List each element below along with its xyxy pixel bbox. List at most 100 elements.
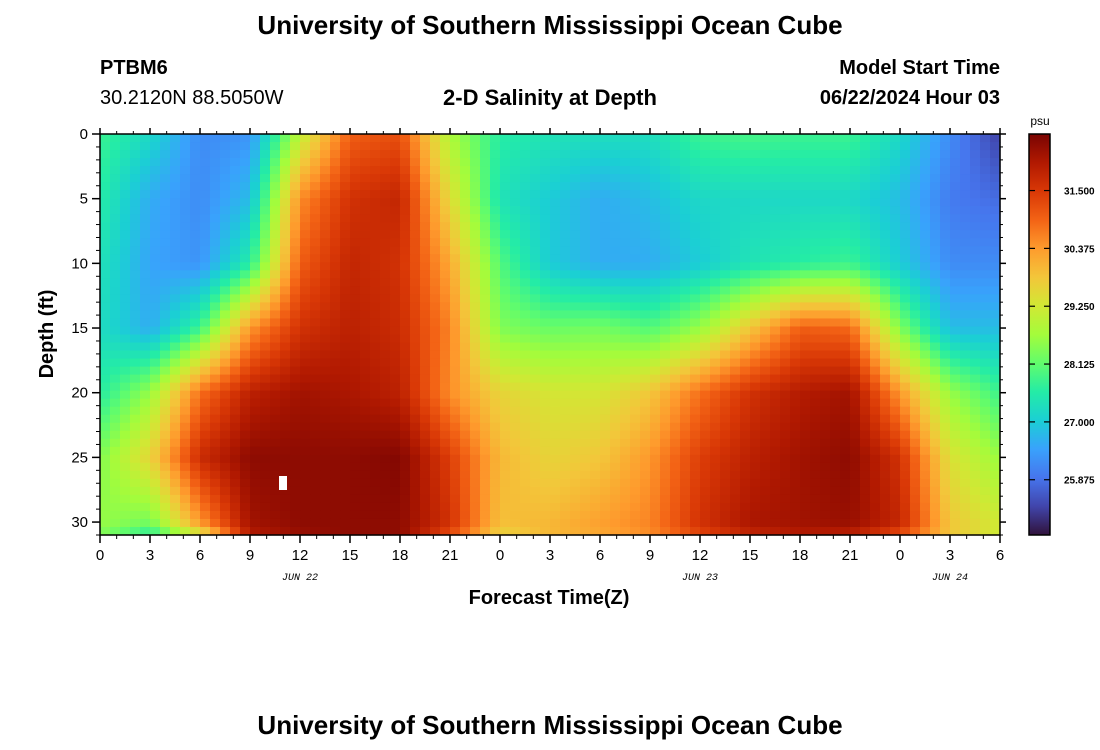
heatmap-cell (340, 262, 351, 271)
heatmap-cell (580, 350, 591, 360)
heatmap-cell (940, 510, 951, 520)
heatmap-cell (740, 286, 751, 295)
heatmap-cell (190, 278, 201, 287)
heatmap-cell (860, 270, 871, 279)
heatmap-cell (410, 198, 421, 207)
heatmap-cell (380, 342, 391, 352)
heatmap-cell (850, 230, 861, 239)
heatmap-cell (800, 342, 811, 352)
heatmap-cell (660, 222, 671, 231)
heatmap-cell (250, 190, 261, 199)
heatmap-cell (640, 150, 651, 159)
heatmap-cell (940, 142, 951, 151)
heatmap-cell (670, 494, 681, 504)
heatmap-cell (960, 446, 971, 456)
heatmap-cell (250, 286, 261, 295)
heatmap-cell (840, 238, 851, 247)
heatmap-cell (910, 326, 921, 336)
heatmap-cell (350, 462, 361, 472)
heatmap-cell (490, 310, 501, 320)
heatmap-cell (640, 446, 651, 456)
heatmap-cell (420, 326, 431, 336)
heatmap-cell (980, 382, 991, 392)
heatmap-cell (660, 518, 671, 528)
heatmap-cell (750, 190, 761, 199)
heatmap-cell (380, 510, 391, 520)
heatmap-cell (250, 510, 261, 520)
heatmap-cell (190, 174, 201, 183)
heatmap-cell (260, 270, 271, 279)
heatmap-cell (330, 366, 341, 376)
heatmap-cell (130, 342, 141, 352)
heatmap-cell (550, 230, 561, 239)
heatmap-cell (100, 462, 111, 472)
heatmap-cell (710, 470, 721, 480)
heatmap-cell (740, 334, 751, 344)
heatmap-cell (660, 462, 671, 472)
heatmap-cell (770, 294, 781, 304)
heatmap-cell (270, 230, 281, 239)
heatmap-cell (800, 438, 811, 448)
heatmap-cell (620, 326, 631, 336)
heatmap-cell (820, 462, 831, 472)
heatmap-cell (800, 414, 811, 424)
heatmap-cell (900, 462, 911, 472)
heatmap-cell (700, 174, 711, 183)
heatmap-cell (230, 270, 241, 279)
heatmap-cell (430, 310, 441, 320)
heatmap-cell (830, 198, 841, 207)
heatmap-cell (910, 150, 921, 159)
heatmap-cell (760, 438, 771, 448)
heatmap-cell (270, 190, 281, 199)
heatmap-cell (760, 454, 771, 464)
heatmap-cell (730, 262, 741, 271)
heatmap-cell (430, 158, 441, 167)
heatmap-cell (620, 198, 631, 207)
heatmap-cell (870, 286, 881, 295)
heatmap-cell (290, 142, 301, 151)
heatmap-cell (300, 342, 311, 352)
heatmap-cell (760, 526, 771, 536)
heatmap-cell (990, 310, 1001, 320)
heatmap-cell (490, 326, 501, 336)
heatmap-cell (460, 462, 471, 472)
heatmap-cell (140, 174, 151, 183)
heatmap-cell (940, 222, 951, 231)
heatmap-cell (950, 174, 961, 183)
heatmap-cell (920, 278, 931, 287)
heatmap-cell (130, 310, 141, 320)
heatmap-cell (260, 190, 271, 199)
heatmap-cell (830, 230, 841, 239)
heatmap-cell (710, 382, 721, 392)
heatmap-cell (280, 222, 291, 231)
heatmap-cell (400, 294, 411, 304)
heatmap-cell (770, 390, 781, 400)
heatmap-cell (350, 374, 361, 384)
heatmap-cell (170, 334, 181, 344)
heatmap-cell (850, 174, 861, 183)
heatmap-cell (850, 430, 861, 440)
heatmap-cell (100, 454, 111, 464)
heatmap-cell (230, 150, 241, 159)
heatmap-cell (190, 246, 201, 255)
heatmap-cell (160, 142, 171, 151)
heatmap-cell (500, 310, 511, 320)
x-tick-label: 15 (342, 547, 359, 564)
heatmap-cell (530, 446, 541, 456)
heatmap-cell (120, 270, 131, 279)
heatmap-cell (220, 478, 231, 488)
heatmap-cell (900, 238, 911, 247)
heatmap-cell (620, 222, 631, 231)
heatmap-cell (140, 206, 151, 215)
heatmap-cell (940, 150, 951, 159)
heatmap-cell (540, 462, 551, 472)
heatmap-cell (370, 318, 381, 328)
heatmap-cell (970, 222, 981, 231)
heatmap-cell (240, 374, 251, 384)
heatmap-cell (570, 238, 581, 247)
heatmap-cell (490, 342, 501, 352)
heatmap-cell (550, 366, 561, 376)
heatmap-cell (760, 214, 771, 223)
heatmap-cell (480, 470, 491, 480)
heatmap-cell (150, 510, 161, 520)
